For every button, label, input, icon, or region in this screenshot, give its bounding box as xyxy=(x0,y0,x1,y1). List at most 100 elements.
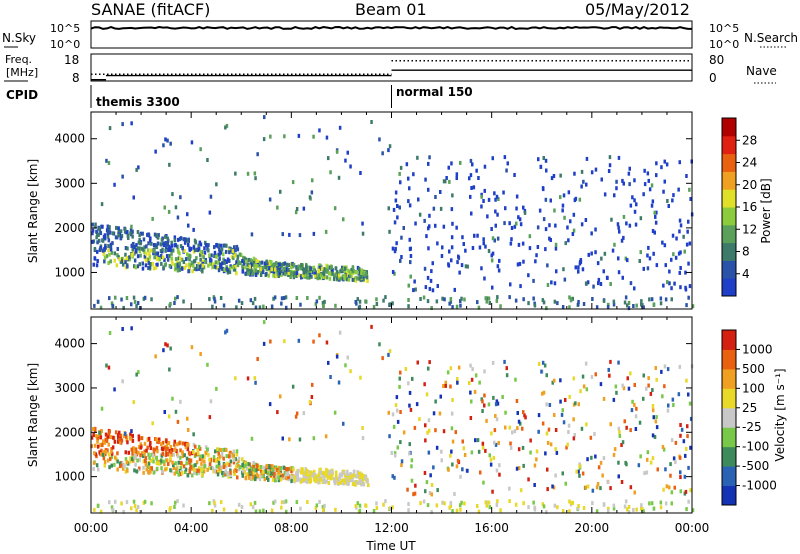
velocity-cell xyxy=(131,451,134,456)
power-cell xyxy=(261,265,265,270)
velocity-cell xyxy=(460,500,463,505)
power-cell xyxy=(99,247,102,252)
power-cell xyxy=(298,233,302,238)
velocity-cell xyxy=(277,478,281,483)
velocity-cell xyxy=(179,465,183,470)
power-cell xyxy=(668,269,671,274)
velocity-cell xyxy=(242,460,246,464)
power-cell xyxy=(414,221,417,226)
velocity-cell xyxy=(185,456,189,461)
velocity-cell xyxy=(119,433,123,438)
velocity-cell xyxy=(446,370,450,375)
velocity-cell xyxy=(641,507,644,511)
power-cell xyxy=(246,171,250,176)
velocity-cell xyxy=(256,467,260,471)
velocity-cell xyxy=(585,422,588,427)
power-cell xyxy=(97,233,100,237)
power-cell xyxy=(651,229,655,233)
power-cell xyxy=(178,261,182,266)
velocity-cell xyxy=(171,396,174,401)
power-cell xyxy=(504,206,507,211)
power-cell xyxy=(258,305,262,310)
time-axis-labels: 00:00 04:00 08:00 12:00 16:00 20:00 00:00 xyxy=(74,521,710,535)
velocity-cell xyxy=(256,357,259,361)
power-cell xyxy=(653,210,656,215)
velocity-cell xyxy=(133,504,137,508)
velocity-cell xyxy=(229,470,232,475)
power-cell xyxy=(509,241,513,246)
power-cell xyxy=(572,212,576,217)
velocity-cell xyxy=(253,467,256,472)
velocity-cell xyxy=(108,429,111,434)
power-cell xyxy=(305,264,308,269)
velocity-cell xyxy=(424,438,427,443)
power-cell xyxy=(204,240,207,245)
power-cell xyxy=(486,214,489,219)
power-cell xyxy=(597,277,601,282)
power-cell xyxy=(228,266,232,271)
velocity-cell xyxy=(136,468,140,473)
velocity-cell xyxy=(508,425,511,430)
velocity-cell xyxy=(175,448,178,453)
power-cell xyxy=(628,166,631,171)
velocity-cell xyxy=(537,429,540,434)
power-cell xyxy=(393,220,397,225)
velocity-cell xyxy=(217,461,221,465)
power-cell xyxy=(174,205,178,210)
power-cell xyxy=(288,232,291,237)
velocity-cell xyxy=(409,407,413,412)
velocity-cell xyxy=(134,447,138,452)
power-cell xyxy=(571,296,574,301)
colorbar-tick-label-5: 8 xyxy=(742,245,750,259)
power-cell xyxy=(132,295,136,300)
velocity-cell xyxy=(139,445,143,450)
power-cell xyxy=(268,262,271,266)
power-cell xyxy=(169,141,172,146)
velocity-cell xyxy=(602,396,606,401)
power-cell xyxy=(148,251,151,256)
velocity-cell xyxy=(321,505,325,509)
velocity-cell xyxy=(247,462,250,467)
velocity-cell xyxy=(164,449,168,454)
power-cell xyxy=(350,273,353,278)
power-cell xyxy=(578,197,582,202)
power-cell xyxy=(343,276,346,281)
velocity-cell xyxy=(459,503,462,508)
velocity-cell xyxy=(649,391,653,396)
power-cell xyxy=(189,263,193,267)
power-cell xyxy=(554,223,557,228)
velocity-cell xyxy=(328,469,332,474)
velocity-cell xyxy=(651,433,655,438)
velocity-cell xyxy=(449,366,453,371)
power-cell xyxy=(290,265,293,269)
power-cell xyxy=(417,197,420,202)
power-cell xyxy=(458,270,461,275)
velocity-cell xyxy=(149,440,152,445)
power-cell xyxy=(210,253,213,258)
velocity-cell xyxy=(122,509,125,514)
power-cell xyxy=(156,241,160,246)
power-cell xyxy=(176,215,180,220)
velocity-cell xyxy=(561,408,564,413)
power-cell xyxy=(198,240,202,245)
power-cell xyxy=(139,241,142,246)
velocity-cell xyxy=(235,469,238,473)
velocity-cell xyxy=(110,447,113,451)
power-cell xyxy=(483,276,486,281)
power-cell xyxy=(160,255,163,260)
velocity-cell xyxy=(601,473,604,478)
velocity-cell xyxy=(198,466,201,471)
velocity-cell xyxy=(227,462,231,467)
velocity-cell xyxy=(384,499,387,504)
power-cell xyxy=(133,245,136,250)
velocity-cell xyxy=(121,327,124,331)
cpid-segment-1: themis 3300 xyxy=(96,95,180,109)
power-cell xyxy=(327,156,330,161)
x-tick-label-4: 16:00 xyxy=(474,521,509,535)
power-cell xyxy=(354,270,357,275)
power-cell xyxy=(213,264,217,269)
velocity-cell xyxy=(686,434,689,439)
power-cell xyxy=(118,257,121,262)
power-cell xyxy=(293,271,296,276)
velocity-cell xyxy=(484,448,487,453)
